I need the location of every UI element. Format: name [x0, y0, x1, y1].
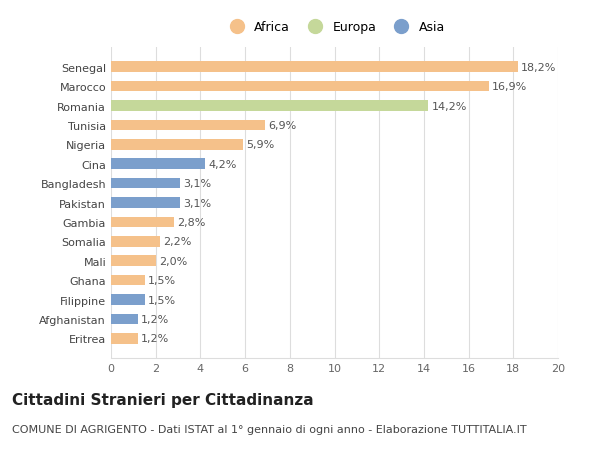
Bar	[111, 217, 173, 228]
Bar	[111, 120, 265, 131]
Text: Cittadini Stranieri per Cittadinanza: Cittadini Stranieri per Cittadinanza	[12, 392, 314, 408]
Text: 2,0%: 2,0%	[159, 256, 187, 266]
Text: 3,1%: 3,1%	[184, 198, 212, 208]
Bar	[111, 295, 145, 305]
Bar	[111, 314, 138, 325]
Text: 14,2%: 14,2%	[432, 101, 467, 111]
Bar	[111, 256, 156, 267]
Text: 4,2%: 4,2%	[208, 159, 236, 169]
Text: COMUNE DI AGRIGENTO - Dati ISTAT al 1° gennaio di ogni anno - Elaborazione TUTTI: COMUNE DI AGRIGENTO - Dati ISTAT al 1° g…	[12, 425, 527, 435]
Text: 1,2%: 1,2%	[141, 314, 169, 324]
Legend: Africa, Europa, Asia: Africa, Europa, Asia	[220, 17, 449, 38]
Bar	[111, 101, 428, 112]
Text: 1,5%: 1,5%	[148, 295, 176, 305]
Text: 16,9%: 16,9%	[492, 82, 527, 92]
Bar	[111, 275, 145, 286]
Bar	[111, 140, 243, 151]
Bar	[111, 236, 160, 247]
Bar	[111, 62, 518, 73]
Bar	[111, 159, 205, 170]
Bar	[111, 179, 180, 189]
Text: 18,2%: 18,2%	[521, 62, 556, 73]
Text: 3,1%: 3,1%	[184, 179, 212, 189]
Text: 6,9%: 6,9%	[269, 121, 297, 131]
Text: 5,9%: 5,9%	[246, 140, 274, 150]
Text: 2,2%: 2,2%	[164, 237, 192, 247]
Bar	[111, 198, 180, 208]
Text: 1,2%: 1,2%	[141, 334, 169, 344]
Text: 2,8%: 2,8%	[177, 218, 205, 228]
Bar	[111, 82, 489, 92]
Text: 1,5%: 1,5%	[148, 275, 176, 285]
Bar	[111, 333, 138, 344]
